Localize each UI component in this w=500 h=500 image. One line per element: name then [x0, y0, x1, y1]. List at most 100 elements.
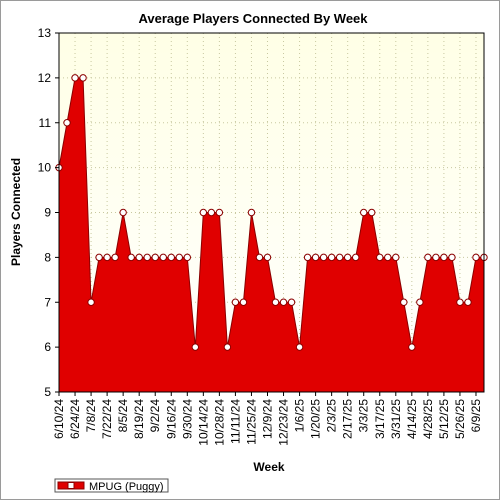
data-point: [111, 253, 119, 262]
data-point: [424, 253, 432, 262]
x-tick-label: 3/31/25: [389, 399, 403, 439]
x-tick-label: 3/17/25: [373, 399, 387, 439]
data-point: [119, 208, 127, 217]
data-point: [464, 298, 472, 306]
data-point: [368, 208, 376, 217]
y-tick-label: 13: [38, 26, 52, 40]
data-point: [263, 253, 272, 262]
data-point: [191, 343, 200, 351]
data-point: [71, 74, 79, 82]
data-point: [79, 74, 87, 82]
data-point: [327, 253, 336, 262]
x-tick-label: 10/28/24: [212, 399, 226, 446]
data-point: [432, 253, 440, 262]
x-tick-label: 11/25/24: [244, 399, 258, 445]
data-point: [335, 253, 344, 262]
data-point: [247, 208, 256, 217]
legend-marker: [67, 482, 75, 489]
y-tick-label: 9: [44, 206, 51, 220]
series-area: [59, 77, 484, 392]
y-tick-label: 12: [38, 71, 52, 85]
y-tick-label: 10: [38, 161, 52, 175]
y-axis-label: Players Connected: [9, 158, 23, 266]
data-point: [400, 298, 408, 306]
x-tick-label: 4/14/25: [405, 399, 419, 439]
x-tick-label: 11/11/24: [228, 399, 242, 444]
data-point: [408, 343, 416, 351]
x-axis: 6/10/24 6/24/24 7/8/24 7/22/24 8/5/24 8/19/24…: [52, 392, 483, 446]
data-point: [207, 208, 216, 217]
data-point: [351, 253, 360, 262]
x-tick-label: 7/8/24: [84, 399, 98, 433]
data-point: [255, 253, 264, 262]
data-point: [456, 298, 464, 306]
x-tick-label: 12/9/24: [260, 399, 274, 439]
data-point: [183, 253, 192, 262]
x-tick-label: 2/3/25: [325, 399, 339, 433]
data-point: [239, 298, 248, 306]
data-point: [392, 253, 400, 262]
series-line: [58, 77, 484, 348]
x-tick-label: 9/30/24: [180, 399, 194, 439]
y-tick-label: 8: [44, 250, 51, 264]
data-point: [303, 253, 312, 262]
data-point: [87, 298, 95, 306]
data-point: [416, 298, 424, 306]
data-point: [215, 208, 224, 217]
data-point: [271, 298, 280, 306]
data-point: [223, 343, 232, 351]
data-point: [360, 208, 368, 217]
x-tick-label: 10/14/24: [196, 399, 210, 446]
x-tick-label: 3/3/25: [357, 399, 371, 433]
data-point: [231, 298, 240, 306]
data-point: [127, 253, 135, 262]
x-tick-label: 8/19/24: [132, 399, 146, 439]
data-point: [319, 253, 328, 262]
data-point: [159, 253, 167, 262]
data-point: [95, 253, 103, 262]
chart-title: Average Players Connected By Week: [138, 11, 368, 26]
x-axis-label: Week: [253, 460, 284, 474]
series-group: [55, 74, 488, 392]
data-point: [376, 253, 384, 262]
data-point: [135, 253, 143, 262]
x-tick-label: 6/9/25: [469, 399, 483, 433]
y-tick-label: 11: [39, 116, 52, 130]
x-tick-label: 5/12/25: [437, 399, 451, 439]
data-point: [279, 298, 288, 306]
legend-label: MPUG (Puggy): [89, 481, 164, 493]
x-tick-label: 9/16/24: [164, 399, 178, 439]
x-tick-label: 5/26/25: [453, 399, 467, 439]
data-point: [295, 343, 304, 351]
data-point: [472, 253, 480, 262]
y-tick-label: 7: [44, 295, 51, 309]
data-point: [384, 253, 392, 262]
data-point: [103, 253, 111, 262]
x-tick-label: 6/10/24: [52, 399, 66, 439]
x-tick-label: 6/24/24: [68, 399, 82, 439]
y-tick-label: 5: [44, 385, 51, 399]
x-tick-label: 7/22/24: [100, 399, 114, 439]
y-tick-label: 6: [44, 340, 51, 354]
data-point: [63, 119, 71, 127]
x-tick-label: 1/20/25: [309, 399, 323, 439]
data-point: [175, 253, 183, 262]
data-point: [143, 253, 151, 262]
legend: MPUG (Puggy): [54, 478, 169, 493]
x-tick-label: 4/28/25: [421, 399, 435, 439]
data-point: [287, 298, 296, 306]
y-axis: 5 6 7 8 9 10 11 12 13: [38, 26, 59, 399]
data-point: [448, 253, 456, 262]
data-point: [440, 253, 448, 262]
x-tick-label: 8/5/24: [116, 399, 130, 433]
data-point: [199, 208, 208, 217]
data-point: [311, 253, 320, 262]
data-point: [151, 253, 159, 262]
x-tick-label: 1/6/25: [293, 399, 307, 433]
x-tick-label: 12/23/24: [277, 399, 291, 446]
data-point: [167, 253, 175, 262]
x-tick-label: 2/17/25: [341, 399, 355, 439]
data-point: [343, 253, 352, 262]
